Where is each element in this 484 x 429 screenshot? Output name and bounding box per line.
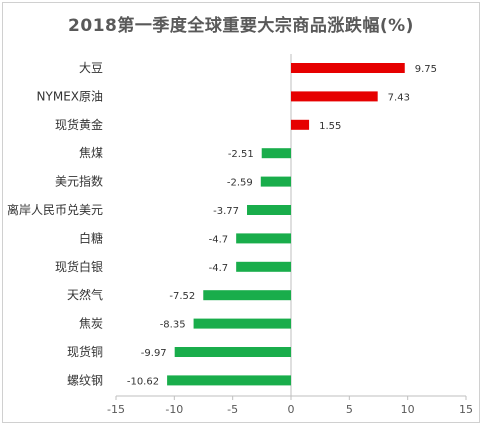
data-label: -4.7 xyxy=(209,234,229,245)
bar xyxy=(261,148,291,159)
category-label: 现货铜 xyxy=(67,344,103,359)
category-label: 天然气 xyxy=(67,287,103,302)
data-label: -8.35 xyxy=(160,320,186,331)
data-label: -7.52 xyxy=(169,291,195,302)
data-label: -9.97 xyxy=(141,348,167,359)
category-label: 现货黄金 xyxy=(55,117,103,132)
bar xyxy=(260,176,291,187)
bar xyxy=(203,290,291,301)
data-label: 9.75 xyxy=(415,64,437,75)
category-label: 焦煤 xyxy=(79,146,103,160)
bar xyxy=(291,119,310,130)
x-tick-label: -5 xyxy=(227,403,238,416)
bar-chart: -15 -10 -5 0 5 10 15 大豆 9.75 NYMEX原油 7.43 现货黄金 1.55 焦… xyxy=(7,54,473,416)
x-tick-label: 5 xyxy=(346,403,353,416)
bar xyxy=(236,233,291,244)
data-label: -10.62 xyxy=(127,376,159,387)
category-label: 大豆 xyxy=(79,61,103,75)
x-tick-label: 10 xyxy=(401,403,415,416)
bar xyxy=(247,205,291,215)
data-label: -3.77 xyxy=(213,206,239,217)
x-tick-label: -10 xyxy=(165,403,183,416)
data-label: 1.55 xyxy=(319,121,341,132)
bar xyxy=(193,318,291,329)
bar xyxy=(174,347,291,357)
data-label: -4.7 xyxy=(209,263,229,274)
category-label: 现货白银 xyxy=(55,259,103,274)
category-label: 美元指数 xyxy=(55,174,103,189)
bar xyxy=(291,63,405,73)
x-tick-label: 15 xyxy=(459,403,473,416)
bar xyxy=(291,91,378,102)
labels-layer: -15 -10 -5 0 5 10 15 大豆 9.75 NYMEX原油 7.43 现货黄金 1.55 焦… xyxy=(7,61,473,416)
category-label: 离岸人民币兑美元 xyxy=(7,202,103,217)
bar xyxy=(236,261,291,272)
axis-layer xyxy=(115,54,467,400)
data-label: 7.43 xyxy=(388,92,410,103)
category-label: NYMEX原油 xyxy=(37,89,103,103)
x-tick-label: -15 xyxy=(107,403,125,416)
category-label: 焦炭 xyxy=(79,317,103,331)
category-label: 螺纹钢 xyxy=(67,373,103,387)
x-tick-label: 0 xyxy=(288,403,295,416)
bar xyxy=(167,375,291,386)
category-label: 白糖 xyxy=(79,230,103,245)
data-label: -2.51 xyxy=(228,149,254,160)
chart-frame: 2018第一季度全球重要大宗商品涨跌幅(%) -15 -10 -5 0 5 10 15 大豆 9… xyxy=(2,2,480,423)
chart-title: 2018第一季度全球重要大宗商品涨跌幅(%) xyxy=(68,16,414,36)
bars-layer xyxy=(167,63,405,386)
data-label: -2.59 xyxy=(227,178,253,189)
